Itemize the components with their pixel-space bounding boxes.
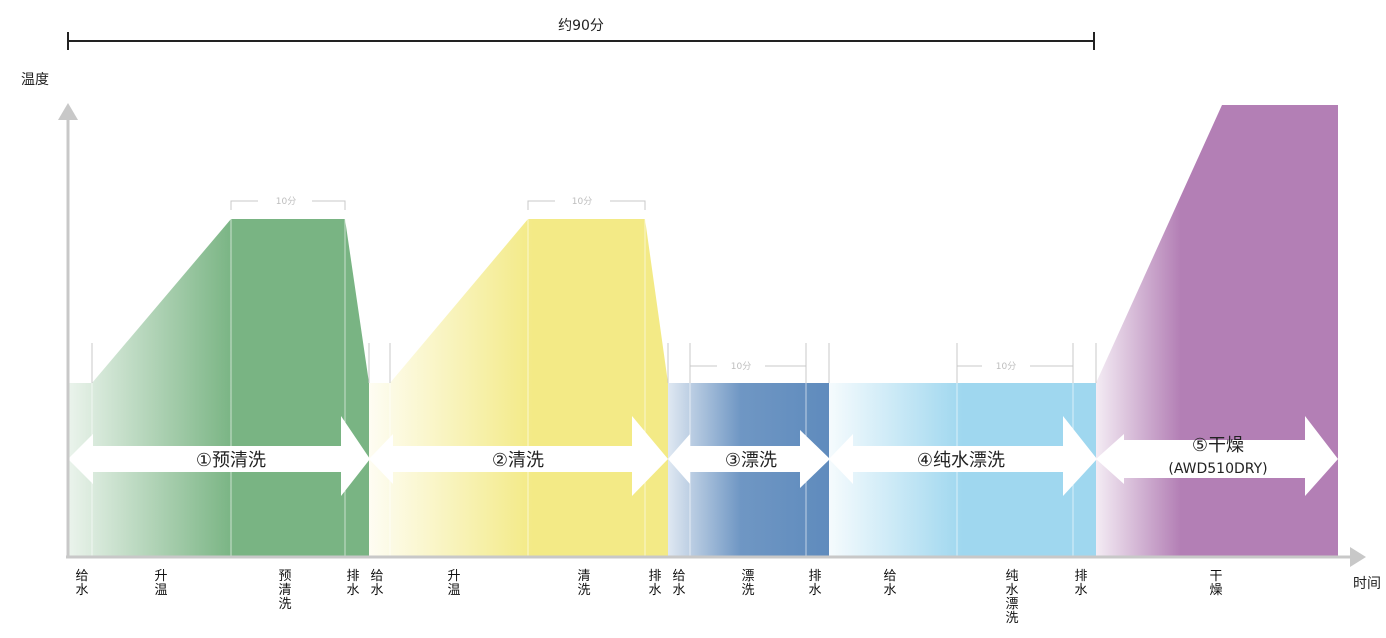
step-label: 给水 [370, 569, 383, 598]
phase-label-wash: ②清洗 [492, 450, 544, 471]
phase-areas [68, 105, 1338, 557]
step-label: 升温 [154, 569, 167, 598]
dry-area [1096, 105, 1338, 557]
phase-label-dry: ⑤干燥 [1192, 435, 1244, 456]
step-label: 排水 [1074, 569, 1087, 598]
step-label: 排水 [346, 569, 359, 598]
step-label: 预清洗 [278, 569, 291, 612]
x-axis-arrow-icon [1350, 547, 1366, 567]
step-label: 干燥 [1209, 569, 1222, 598]
step-label: 纯水漂洗 [1005, 569, 1018, 626]
wash-area [369, 219, 668, 557]
hold-label-wash: 10分 [572, 196, 592, 207]
phase-arrows [68, 416, 1338, 496]
prewash-arrow [68, 416, 370, 496]
step-label: 清洗 [577, 569, 590, 598]
y-axis-arrow-icon [58, 103, 78, 120]
duration-bar: 约90分 [67, 18, 1095, 50]
step-label: 升温 [447, 569, 460, 598]
hold-label-pure-rinse: 10分 [996, 361, 1016, 372]
phase-label-rinse: ③漂洗 [725, 450, 777, 471]
phase-label-prewash: ①预清洗 [196, 450, 266, 471]
hold-brackets [230, 200, 1074, 372]
y-axis-label: 温度 [21, 72, 49, 88]
hold-label-prewash: 10分 [276, 196, 296, 207]
x-axis-label: 时间 [1353, 576, 1381, 592]
hold-label-rinse: 10分 [731, 361, 751, 372]
prewash-area [68, 219, 369, 557]
step-label: 排水 [648, 569, 661, 598]
axes [58, 103, 1366, 567]
step-ticks [91, 343, 1097, 383]
rinse-arrow [668, 430, 830, 488]
duration-label: 约90分 [558, 18, 604, 34]
phase-label-pure-rinse: ④纯水漂洗 [917, 450, 1005, 471]
step-label: 排水 [808, 569, 821, 598]
step-label: 给水 [672, 569, 685, 598]
pure-rinse-arrow [829, 416, 1097, 496]
step-label: 给水 [75, 569, 88, 598]
phase-sublabel-dry: (AWD510DRY) [1168, 461, 1267, 477]
step-label: 漂洗 [741, 568, 754, 598]
step-label: 给水 [883, 569, 896, 598]
wash-arrow [369, 416, 668, 496]
dry-arrow [1096, 416, 1338, 496]
